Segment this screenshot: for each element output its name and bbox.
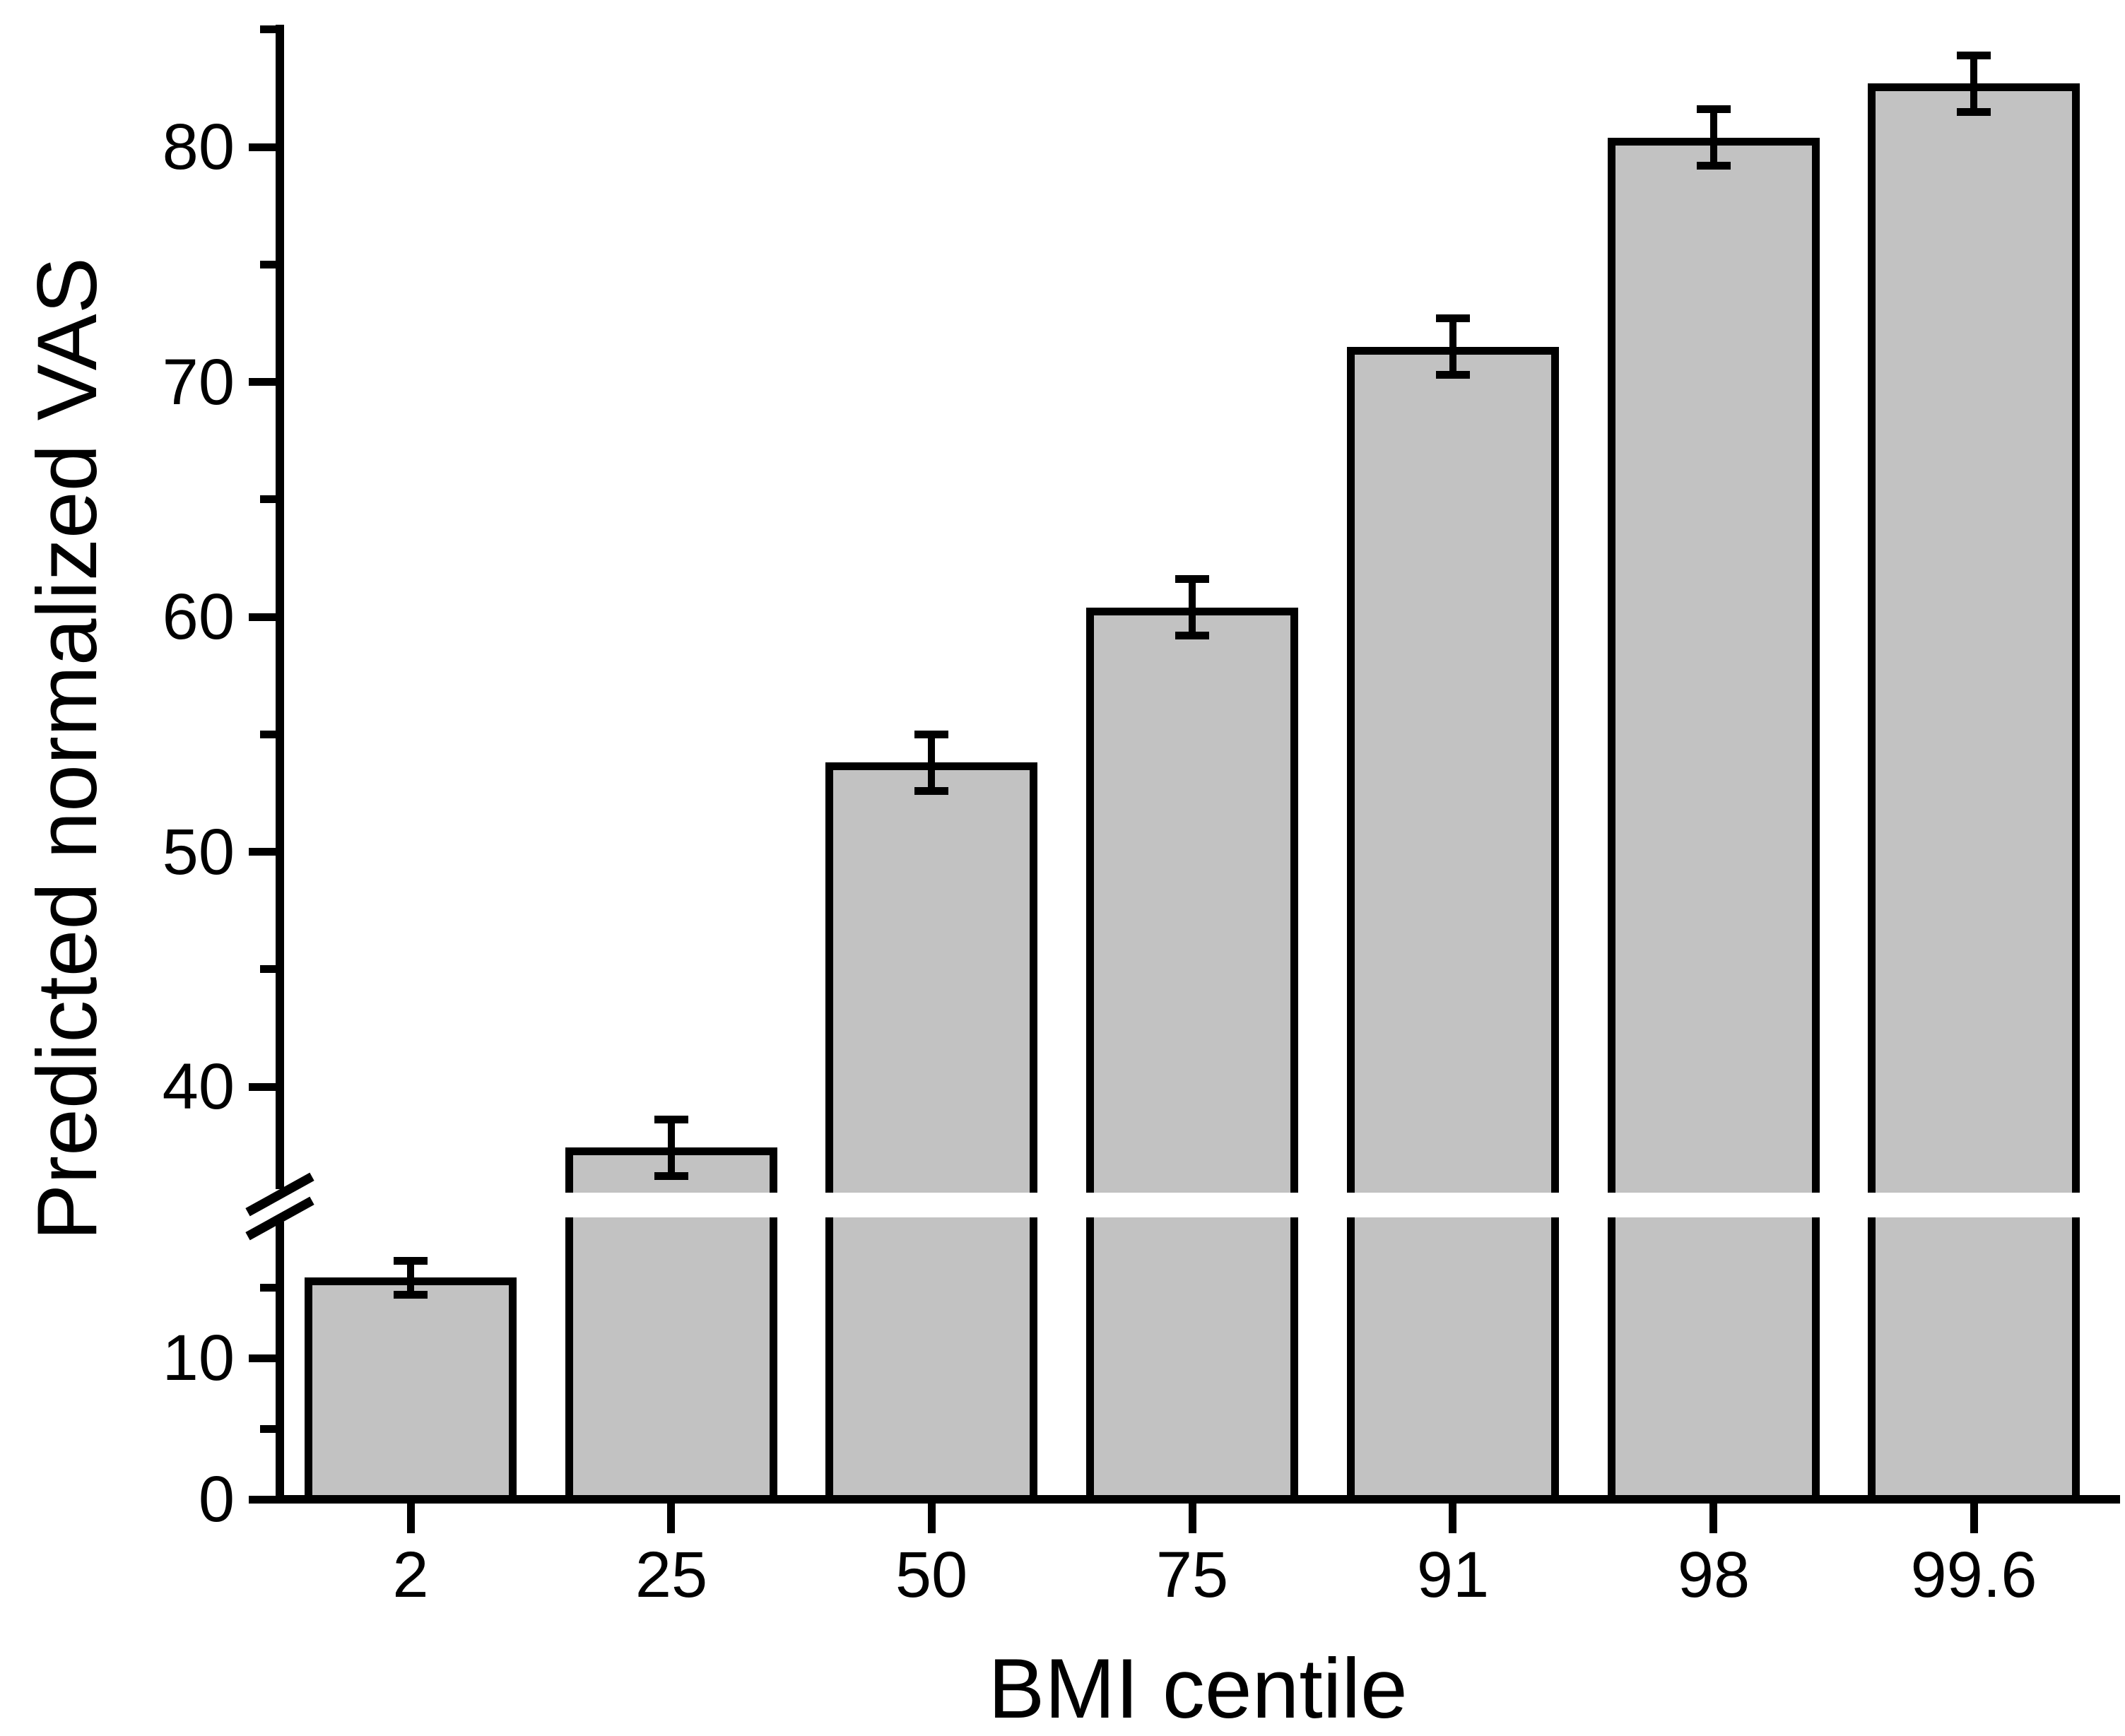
y-tick-label: 40 xyxy=(162,1051,235,1123)
error-bar-cap-bottom xyxy=(654,1172,688,1180)
y-tick-label: 70 xyxy=(162,346,235,418)
y-major-tick xyxy=(249,378,276,386)
error-bar-cap-top xyxy=(654,1116,688,1123)
x-tick-label: 98 xyxy=(1677,1539,1750,1611)
bar-lower-segment xyxy=(1086,1217,1298,1499)
error-bar-cap-bottom xyxy=(1175,632,1209,639)
error-bar-cap-top xyxy=(1957,52,1991,59)
y-minor-tick xyxy=(260,1284,276,1292)
error-bar-cap-bottom xyxy=(394,1291,428,1299)
x-axis-title: BMI centile xyxy=(988,1641,1408,1736)
bar xyxy=(305,1277,517,1499)
error-bar-cap-bottom xyxy=(1697,162,1731,170)
x-tick-label: 99.6 xyxy=(1910,1539,2037,1611)
x-tick xyxy=(1970,1504,1978,1533)
error-bar-cap-top xyxy=(1436,314,1470,322)
x-tick-label: 2 xyxy=(392,1539,429,1611)
y-axis-line-upper xyxy=(276,25,284,1189)
error-bar-stem xyxy=(1710,110,1717,166)
error-bar-cap-top xyxy=(394,1257,428,1265)
y-minor-tick xyxy=(260,731,276,738)
y-minor-tick xyxy=(260,495,276,503)
error-bar-stem xyxy=(407,1260,414,1294)
y-major-tick xyxy=(249,1083,276,1091)
x-tick xyxy=(1449,1504,1456,1533)
bar-upper-segment xyxy=(825,762,1037,1193)
error-bar-cap-bottom xyxy=(1436,371,1470,379)
y-minor-tick xyxy=(260,261,276,268)
y-tick-label: 80 xyxy=(162,111,235,183)
x-tick xyxy=(928,1504,936,1533)
y-major-tick xyxy=(249,1354,276,1362)
error-bar-cap-top xyxy=(1175,575,1209,583)
y-tick-label: 10 xyxy=(162,1322,235,1394)
error-bar-stem xyxy=(668,1120,675,1176)
bar-lower-segment xyxy=(565,1217,777,1499)
x-tick-label: 91 xyxy=(1416,1539,1490,1611)
x-tick-label: 75 xyxy=(1155,1539,1229,1611)
y-axis-line-lower xyxy=(276,1222,284,1504)
y-tick-label: 60 xyxy=(162,581,235,653)
y-major-tick xyxy=(249,143,276,151)
x-tick-label: 25 xyxy=(635,1539,708,1611)
y-tick-label: 50 xyxy=(162,816,235,888)
bar-lower-segment xyxy=(1347,1217,1559,1499)
x-tick xyxy=(1189,1504,1196,1533)
error-bar-stem xyxy=(1449,319,1456,375)
y-minor-tick xyxy=(260,25,276,33)
error-bar-cap-bottom xyxy=(1957,108,1991,116)
x-tick xyxy=(407,1504,415,1533)
axis-break-band xyxy=(284,1193,2124,1217)
y-major-tick xyxy=(249,613,276,621)
error-bar-cap-bottom xyxy=(914,787,948,795)
y-tick-label: 0 xyxy=(198,1463,235,1535)
error-bar-stem xyxy=(1189,579,1196,636)
error-bar-cap-top xyxy=(1697,105,1731,113)
bar-upper-segment xyxy=(1608,138,1820,1193)
y-minor-tick xyxy=(260,965,276,973)
bar-upper-segment xyxy=(1347,347,1559,1193)
bar-upper-segment xyxy=(1868,83,2080,1193)
x-tick xyxy=(1709,1504,1717,1533)
y-major-tick xyxy=(249,1496,276,1504)
x-axis-line xyxy=(276,1495,2120,1504)
y-major-tick xyxy=(249,848,276,856)
error-bar-stem xyxy=(1970,55,1977,112)
bar-lower-segment xyxy=(825,1217,1037,1499)
x-tick-label: 50 xyxy=(895,1539,968,1611)
y-minor-tick xyxy=(260,1425,276,1433)
bar-lower-segment xyxy=(1608,1217,1820,1499)
error-bar-cap-top xyxy=(914,731,948,738)
bar-upper-segment xyxy=(1086,608,1298,1193)
error-bar-stem xyxy=(928,734,935,791)
x-tick xyxy=(667,1504,675,1533)
bar-lower-segment xyxy=(1868,1217,2080,1499)
